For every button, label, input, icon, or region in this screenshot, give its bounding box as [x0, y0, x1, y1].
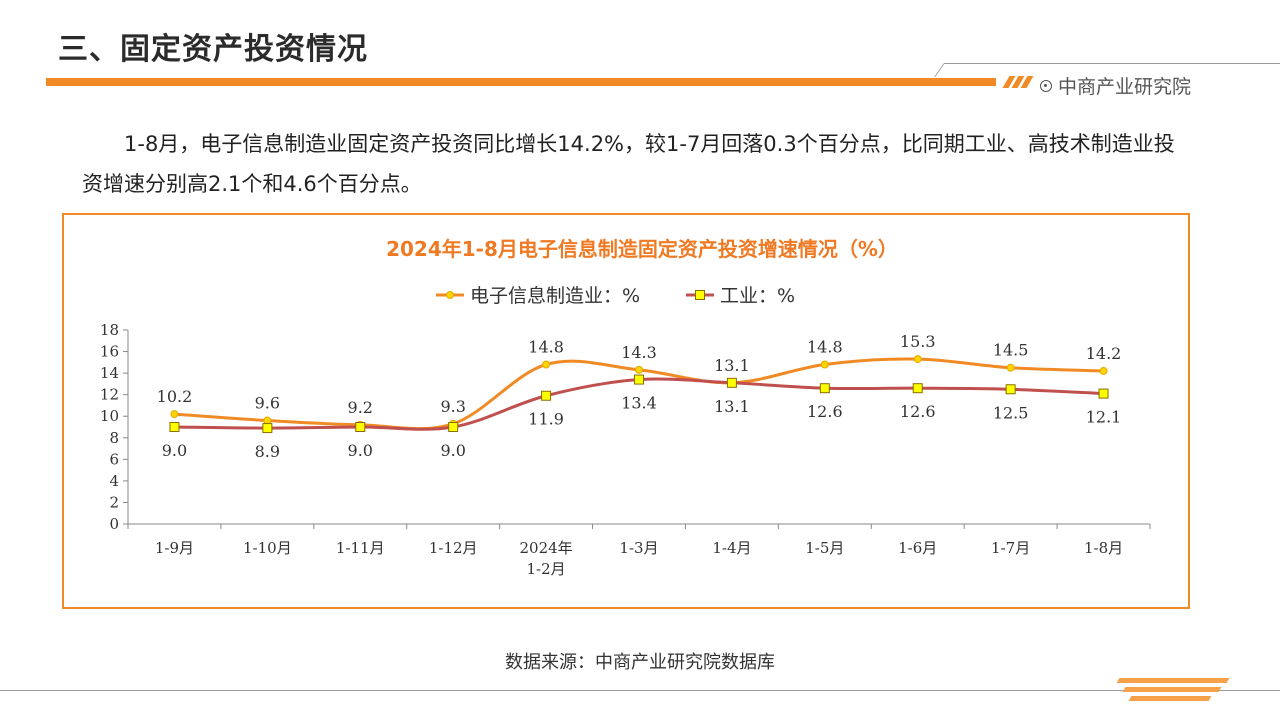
summary-text: 1-8月，电子信息制造业固定资产投资同比增长14.2%，较1-7月回落0.3个百… — [82, 132, 1175, 196]
x-tick-label: 1-3月 — [619, 539, 658, 557]
data-point — [913, 355, 922, 364]
data-point — [263, 416, 272, 425]
brand-logo: 中商产业研究院 — [1040, 72, 1191, 99]
y-tick-label: 2 — [109, 493, 119, 511]
x-tick-label: 1-9月 — [155, 539, 194, 557]
legend-label: 工业：% — [720, 285, 795, 307]
data-point — [170, 410, 179, 419]
data-point — [1098, 388, 1109, 399]
data-point — [635, 365, 643, 374]
data-label: 14.3 — [621, 343, 657, 362]
data-point — [448, 422, 459, 432]
legend-item-1: 电子信息制造业：% — [436, 285, 640, 307]
y-tick-label: 8 — [109, 429, 119, 447]
y-tick-label: 0 — [109, 515, 119, 533]
y-tick-label: 14 — [100, 364, 119, 382]
data-label: 9.6 — [255, 394, 280, 413]
data-label: 14.2 — [1086, 344, 1122, 363]
data-label: 12.6 — [900, 402, 936, 421]
line-chart: 2024年1-8月电子信息制造固定资产投资增速情况（%） 电子信息制造业：% 工业… — [100, 237, 1151, 578]
series-2: 9.0 8.9 9.0 9.0 11.9 13.4 13.1 12.6 12.6 12.5 12.1 — [162, 374, 1122, 461]
data-point — [1006, 363, 1015, 372]
data-point — [541, 390, 552, 401]
chart-title: 2024年1-8月电子信息制造固定资产投资增速情况（%） — [386, 237, 898, 261]
data-point — [820, 360, 829, 369]
data-label: 9.2 — [348, 398, 373, 417]
page-title: 三、固定资产投资情况 — [58, 32, 368, 67]
legend-marker — [446, 291, 454, 299]
data-label: 13.1 — [714, 356, 750, 375]
header-divider-line — [944, 63, 1280, 64]
data-label: 14.8 — [528, 337, 564, 356]
footer-line — [0, 690, 1280, 691]
y-tick-label: 10 — [100, 407, 119, 425]
data-point — [726, 377, 737, 388]
data-label: 9.0 — [162, 441, 187, 460]
x-tick-label: 1-6月 — [898, 539, 937, 557]
data-label: 15.3 — [900, 332, 936, 351]
x-tick-label: 1-4月 — [712, 539, 751, 557]
data-point — [912, 383, 923, 394]
data-label: 9.3 — [440, 397, 465, 416]
y-tick-label: 4 — [109, 472, 119, 490]
y-tick-label: 6 — [109, 450, 119, 468]
brand-circle-icon — [1040, 79, 1052, 92]
data-label: 9.0 — [440, 441, 465, 460]
legend-item-2: 工业：% — [686, 285, 795, 307]
data-source: 数据来源：中商产业研究院数据库 — [505, 652, 775, 673]
brand-name: 中商产业研究院 — [1058, 76, 1192, 98]
header-divider-diagonal — [934, 63, 945, 77]
data-point — [355, 422, 366, 432]
data-label: 13.4 — [621, 394, 657, 413]
y-tick-label: 18 — [100, 321, 119, 339]
x-tick-label: 1-11月 — [336, 539, 385, 557]
footer-stripes — [1116, 678, 1238, 704]
y-tick-label: 12 — [100, 386, 119, 404]
x-tick-label: 1-5月 — [805, 539, 844, 557]
data-label: 12.5 — [993, 403, 1029, 422]
data-label: 12.6 — [807, 402, 843, 421]
chart-frame: 2024年1-8月电子信息制造固定资产投资增速情况（%） 电子信息制造业：% 工业… — [62, 213, 1190, 609]
series-1: 10.2 9.6 9.2 9.3 14.8 14.3 13.1 14.8 15.3 14.5 14.… — [157, 332, 1122, 431]
x-tick-label: 1-7月 — [991, 539, 1030, 557]
data-point — [634, 374, 644, 385]
legend-label: 电子信息制造业：% — [470, 285, 640, 307]
data-label: 8.9 — [255, 442, 280, 461]
title-accent-stripes — [1002, 76, 1034, 88]
x-tick-label: 1-12月 — [429, 539, 478, 557]
data-point — [1005, 384, 1016, 395]
data-label: 10.2 — [157, 387, 193, 406]
data-point — [262, 423, 273, 434]
x-tick-label: 1-10月 — [243, 539, 292, 557]
data-label: 12.1 — [1086, 408, 1122, 427]
data-point — [819, 383, 830, 394]
title-accent-bar — [46, 78, 996, 86]
chart-legend: 电子信息制造业：% 工业：% — [436, 285, 795, 307]
data-label: 9.0 — [348, 441, 373, 460]
legend-marker — [695, 290, 705, 300]
data-point — [169, 422, 180, 432]
data-label: 13.1 — [714, 397, 750, 416]
data-label: 14.8 — [807, 337, 843, 356]
data-point — [1099, 366, 1108, 375]
x-tick-label: 1-8月 — [1084, 539, 1123, 557]
x-tick-label: 2024年 1-2月 — [519, 539, 572, 578]
data-point — [542, 360, 551, 369]
summary-paragraph: 1-8月，电子信息制造业固定资产投资同比增长14.2%，较1-7月回落0.3个百… — [82, 124, 1182, 204]
data-label: 11.9 — [528, 410, 564, 429]
y-tick-label: 16 — [100, 343, 119, 361]
plot-area: 0 2 4 6 8 10 12 14 16 18 1-9月 1-10月 1-11月 1-12月 2024年 1… — [100, 321, 1151, 578]
data-label: 14.5 — [993, 341, 1029, 360]
